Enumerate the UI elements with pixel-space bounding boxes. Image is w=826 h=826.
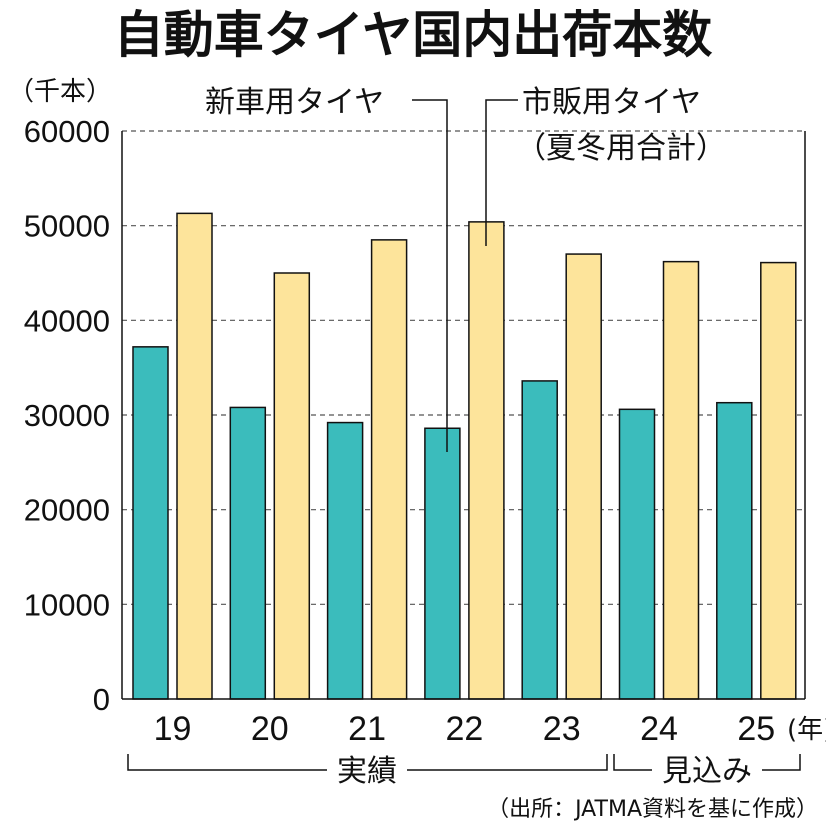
x-tick-label: 25 (737, 710, 775, 748)
y-tick-label: 20000 (24, 493, 110, 528)
bar-replacement-20 (273, 272, 311, 700)
x-tick-label: 23 (543, 710, 581, 748)
y-tick-label: 40000 (24, 303, 110, 338)
bar-replacement-21 (370, 239, 408, 700)
period-groups: 実績 見込み (127, 754, 801, 789)
gridlines (122, 130, 805, 605)
callout-line-replacement (485, 99, 518, 246)
bar-replacement-23 (565, 253, 602, 700)
group-bracket-left (613, 754, 652, 771)
x-axis-unit: (年) (787, 715, 826, 745)
bar-new-car-20 (229, 406, 267, 700)
y-axis-unit: （千本） (8, 77, 112, 107)
bar-new-car-25 (716, 401, 753, 700)
y-tick-label: 30000 (24, 398, 110, 433)
axes (121, 131, 806, 700)
y-tick-label: 60000 (24, 114, 110, 149)
callout-replacement-line2: （夏冬用合計） (516, 131, 726, 166)
bar-new-car-22 (424, 427, 461, 700)
callout-line-new-car (412, 99, 448, 452)
callout-new-car: 新車用タイヤ (205, 85, 384, 120)
bar-new-car-23 (521, 380, 558, 700)
group-bracket-right (762, 754, 801, 771)
x-axis-ticks: 19 20 21 22 23 24 25 (154, 710, 776, 748)
callout-replacement-line1: 市販用タイヤ (522, 85, 701, 120)
group-label: 実績 (337, 754, 397, 789)
series-callouts: 新車用タイヤ 市販用タイヤ （夏冬用合計） (205, 85, 726, 452)
chart-title: 自動車タイヤ国内出荷本数 (114, 6, 713, 64)
y-tick-label: 50000 (24, 209, 110, 244)
x-tick-label: 22 (445, 710, 483, 748)
bar-replacement-22 (468, 221, 505, 700)
bars (132, 212, 797, 700)
x-tick-label: 20 (251, 710, 289, 748)
bar-replacement-19 (176, 212, 213, 700)
group-label: 見込み (662, 754, 752, 789)
x-tick-label: 19 (154, 710, 192, 748)
y-tick-label: 0 (93, 682, 110, 717)
bar-replacement-25 (760, 261, 797, 700)
x-tick-label: 21 (348, 710, 386, 748)
bar-new-car-21 (326, 421, 364, 700)
bar-replacement-24 (662, 260, 700, 700)
bar-new-car-24 (618, 408, 656, 700)
x-tick-label: 24 (640, 710, 678, 748)
y-axis-ticks: 0 10000 20000 30000 40000 50000 60000 (24, 114, 110, 717)
group-bracket-left (127, 754, 327, 771)
bar-new-car-19 (132, 346, 169, 700)
group-bracket-right (407, 754, 608, 771)
source-note: （出所：JATMA資料を基に作成） (487, 797, 818, 822)
y-tick-label: 10000 (24, 587, 110, 622)
